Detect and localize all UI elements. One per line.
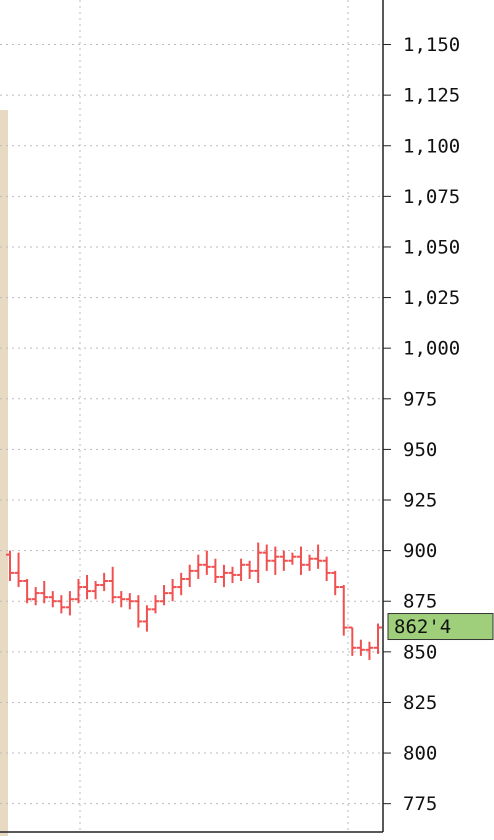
y-tick-label: 1,100 (403, 135, 460, 157)
y-tick-label: 1,150 (403, 34, 460, 56)
y-tick-label: 775 (403, 793, 437, 815)
y-tick-label: 975 (403, 388, 437, 410)
y-tick-label: 950 (403, 439, 437, 461)
y-tick-label: 850 (403, 641, 437, 663)
background-strip (0, 110, 8, 836)
y-tick-label: 875 (403, 591, 437, 613)
y-tick-label: 825 (403, 692, 437, 714)
y-tick-label: 1,075 (403, 186, 460, 208)
y-tick-label: 1,125 (403, 85, 460, 107)
y-tick-label: 800 (403, 743, 437, 765)
y-tick-label: 900 (403, 540, 437, 562)
y-tick-label: 1,000 (403, 338, 460, 360)
last-price-label: 862'4 (394, 616, 451, 638)
y-tick-label: 925 (403, 490, 437, 512)
page: 1,150 1,125 1,100 1,075 1,050 1,025 1,000 975 95… (0, 0, 494, 836)
chart: 1,150 1,125 1,100 1,075 1,050 1,025 1,000 975 95… (0, 0, 494, 836)
y-tick-label: 1,025 (403, 287, 460, 309)
y-tick-label: 1,050 (403, 236, 460, 258)
